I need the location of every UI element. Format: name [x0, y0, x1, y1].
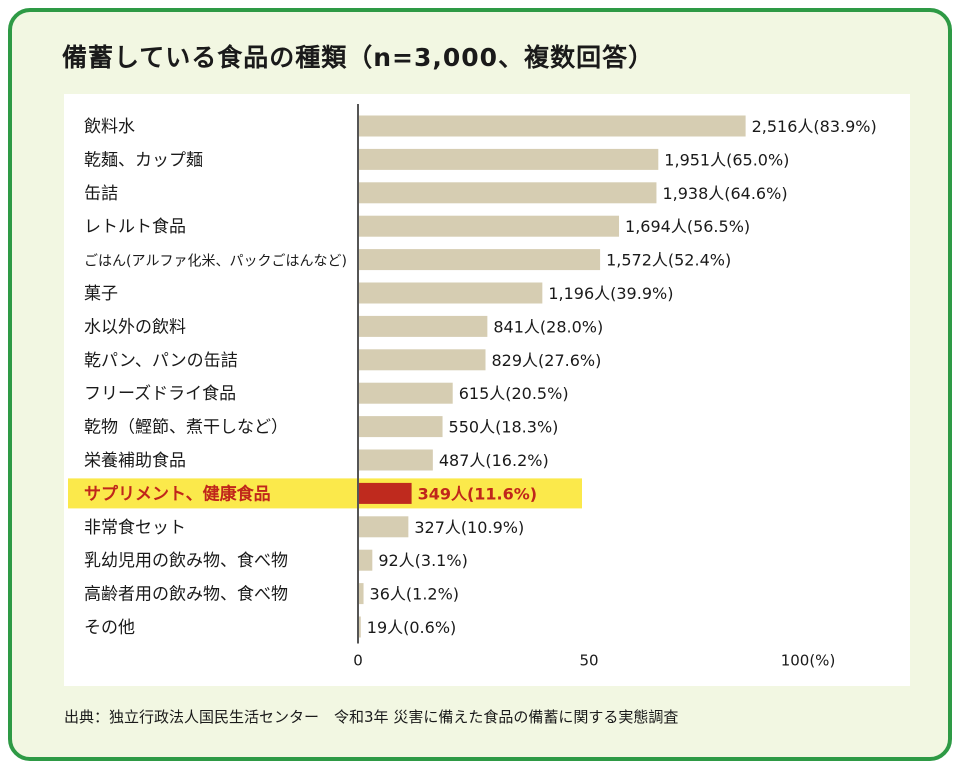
- category-label: ごはん(アルファ化米、パックごはんなど): [84, 254, 347, 270]
- category-label: 乾物（鰹節、煮干しなど）: [84, 418, 288, 438]
- category-label: 缶詰: [84, 184, 118, 204]
- bar: [358, 148, 659, 170]
- bar: [358, 549, 373, 571]
- bar: [358, 282, 543, 304]
- data-label: 327人(10.9%): [414, 518, 524, 537]
- bar: [358, 382, 453, 404]
- x-tick-label: 50: [579, 652, 598, 670]
- x-tick-label: 0: [353, 652, 363, 670]
- bar: [358, 583, 364, 605]
- category-label: 乾パン、パンの缶詰: [84, 351, 238, 371]
- bar: [358, 182, 657, 204]
- category-label: フリーズドライ食品: [84, 384, 236, 404]
- category-label: 栄養補助食品: [84, 451, 186, 471]
- category-label: その他: [84, 618, 135, 638]
- category-label: 非常食セット: [84, 518, 186, 538]
- highlight-band: [68, 478, 582, 509]
- data-label: 1,951人(65.0%): [664, 150, 789, 169]
- data-label: 1,938人(64.6%): [662, 184, 787, 203]
- source-note: 出典：独立行政法人国民生活センター 令和3年 災害に備えた食品の備蓄に関する実態…: [64, 708, 679, 726]
- data-label: 349人(11.6%): [418, 484, 538, 503]
- category-label: 飲料水: [84, 117, 135, 137]
- bar: [358, 616, 361, 638]
- category-label: 高齢者用の飲み物、食べ物: [84, 585, 288, 605]
- data-label: 1,196人(39.9%): [548, 284, 673, 303]
- bar: [358, 215, 620, 237]
- data-label: 487人(16.2%): [439, 451, 549, 470]
- category-label: 乳幼児用の飲み物、食べ物: [84, 551, 288, 571]
- bar-chart: 飲料水 2,516人(83.9%) 乾麺、カップ麺 1,951人(65.0%) 缶詰 1,…: [68, 104, 877, 670]
- x-tick-label: 100(%): [781, 652, 836, 670]
- data-label: 36人(1.2%): [370, 585, 460, 604]
- data-label: 550人(18.3%): [449, 418, 559, 437]
- category-label: 乾麺、カップ麺: [84, 150, 203, 170]
- bar: [358, 416, 443, 438]
- bar: [358, 315, 488, 337]
- data-label: 2,516人(83.9%): [752, 117, 877, 136]
- chart-title: 備蓄している食品の種類（n=3,000、複数回答）: [62, 43, 655, 72]
- data-label: 1,572人(52.4%): [606, 251, 731, 270]
- category-label: 菓子: [84, 284, 118, 304]
- data-label: 19人(0.6%): [367, 618, 457, 637]
- data-label: 1,694人(56.5%): [625, 217, 750, 236]
- category-label: レトルト食品: [84, 217, 186, 237]
- category-label: 水以外の飲料: [84, 317, 186, 337]
- category-label: サプリメント、健康食品: [84, 483, 271, 504]
- bar: [358, 115, 746, 137]
- bar: [358, 516, 409, 538]
- bar: [358, 449, 433, 471]
- bar: [358, 349, 486, 371]
- plot-area: 飲料水 2,516人(83.9%) 乾麺、カップ麺 1,951人(65.0%) 缶詰 1,…: [64, 94, 910, 686]
- bar: [358, 249, 601, 271]
- data-label: 829人(27.6%): [492, 351, 602, 370]
- bar: [358, 482, 412, 504]
- data-label: 841人(28.0%): [493, 317, 603, 336]
- data-label: 92人(3.1%): [378, 551, 468, 570]
- data-label: 615人(20.5%): [459, 384, 569, 403]
